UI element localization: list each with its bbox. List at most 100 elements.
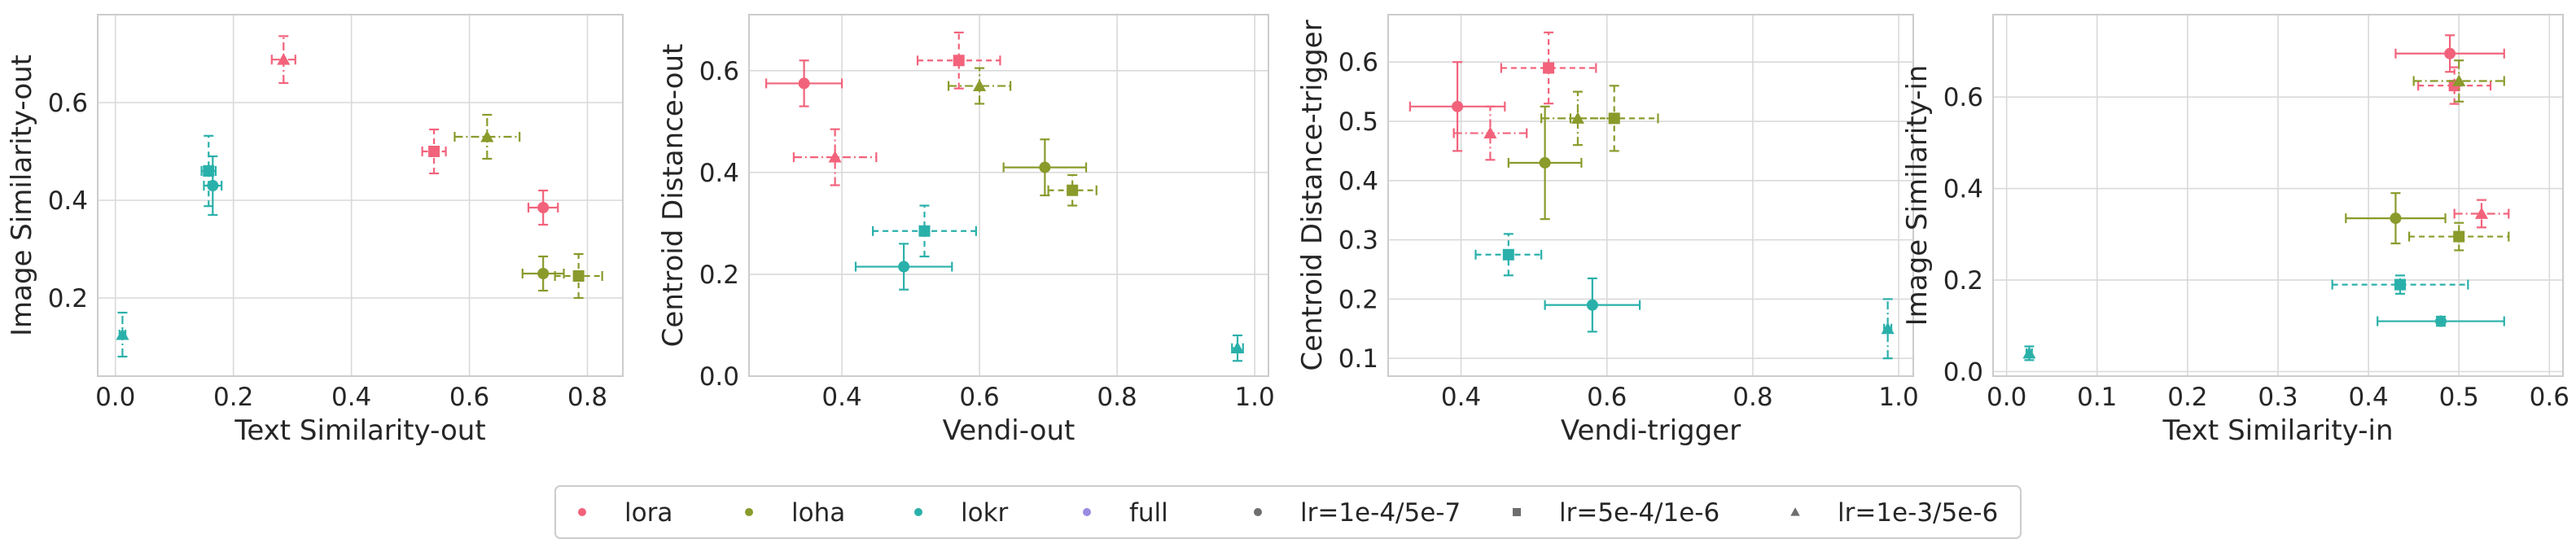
- y-tick-label: 0.6: [699, 57, 739, 86]
- x-axis-label: Text Similarity-out: [234, 414, 485, 447]
- y-tick-label: 0.2: [1943, 266, 1983, 296]
- y-tick-label: 0.6: [48, 89, 88, 118]
- data-marker: [1543, 62, 1555, 74]
- y-tick-label: 0.0: [699, 362, 739, 392]
- legend-marker: [1513, 508, 1521, 516]
- y-tick-label: 0.4: [1943, 175, 1983, 204]
- legend-box: [554, 485, 2022, 539]
- x-tick-label: 0.6: [449, 383, 489, 412]
- legend-label: loha: [791, 498, 845, 528]
- data-point-lokr-lr-1e-3-5e-6: [116, 311, 129, 358]
- legend-label: full: [1129, 498, 1168, 528]
- data-point-loha-lr-5e-4-1e-6: [2408, 221, 2510, 252]
- data-point-lora-lr-1e-3-5e-6: [1452, 105, 1528, 161]
- legend-marker: [1254, 508, 1262, 516]
- x-tick-label: 0.4: [2348, 383, 2388, 412]
- data-marker: [2452, 74, 2466, 86]
- legend-label: lr=5e-4/1e-6: [1559, 498, 1720, 528]
- data-marker: [2022, 346, 2036, 359]
- y-tick-label: 0.6: [1338, 48, 1378, 77]
- data-point-lora-lr-1e-4-5e-7: [765, 59, 843, 107]
- plot-frame: [748, 14, 1269, 377]
- legend-item-lora: lora: [578, 498, 672, 528]
- data-marker: [918, 225, 931, 237]
- data-point-loha-lr-1e-3-5e-6: [1540, 90, 1615, 147]
- data-marker: [1452, 100, 1464, 112]
- data-marker: [1483, 126, 1497, 139]
- x-tick-label: 0.8: [567, 383, 607, 412]
- legend-marker: [745, 508, 753, 516]
- data-point-lora-lr-1e-4-5e-7: [2394, 34, 2505, 73]
- legend: lora loha lokr full lr=1e-4/5e-7 lr=5e-4/1e-6…: [554, 485, 2022, 539]
- legend-marker: [1083, 508, 1091, 516]
- y-tick-label: 0.2: [1338, 285, 1378, 314]
- y-axis-label: Centroid Distance-out: [657, 44, 690, 348]
- legend-marker: [914, 508, 922, 516]
- data-point-lokr-lr-1e-4-5e-7: [854, 243, 953, 291]
- data-marker: [277, 53, 291, 65]
- legend-item-lr-1e-3-5e-6: lr=1e-3/5e-6: [1790, 498, 1998, 528]
- data-marker: [1881, 322, 1895, 335]
- legend-label: lr=1e-3/5e-6: [1838, 498, 1998, 528]
- data-marker: [898, 261, 910, 273]
- y-tick-label: 0.4: [1338, 167, 1378, 196]
- y-tick-label: 0.0: [1943, 357, 1983, 387]
- x-tick-label: 0.4: [821, 383, 861, 412]
- data-marker: [2435, 315, 2447, 327]
- legend-label: lokr: [961, 498, 1009, 528]
- data-marker: [1539, 156, 1551, 169]
- y-tick-label: 0.5: [1338, 107, 1378, 137]
- data-point-loha-lr-5e-4-1e-6: [554, 252, 603, 300]
- legend-label: lora: [624, 498, 672, 528]
- y-tick-label: 0.2: [48, 284, 88, 313]
- plot-frame: [1387, 14, 1914, 377]
- x-tick-label: 0.6: [959, 383, 999, 412]
- data-marker: [798, 77, 810, 90]
- x-tick-label: 0.2: [213, 383, 253, 412]
- data-point-lokr-lr-5e-4-1e-6: [1474, 233, 1543, 277]
- subplot-2: 0.4 0.6 0.8 1.00.00.20.40.6Vendi-outCentroi…: [657, 14, 1275, 447]
- data-marker: [2444, 47, 2456, 59]
- data-point-lokr-lr-5e-4-1e-6: [2331, 274, 2469, 295]
- data-point-loha-lr-1e-4-5e-7: [1507, 105, 1583, 221]
- data-point-loha-lr-1e-3-5e-6: [947, 67, 1012, 105]
- x-tick-label: 0.2: [2167, 383, 2207, 412]
- data-marker: [828, 151, 842, 163]
- data-point-loha-lr-1e-3-5e-6: [2412, 59, 2505, 103]
- data-point-lora-lr-1e-3-5e-6: [2453, 199, 2510, 229]
- y-tick-label: 0.2: [699, 261, 739, 290]
- data-point-loha-lr-1e-4-5e-7: [2345, 192, 2447, 245]
- data-marker: [1586, 299, 1598, 311]
- data-marker: [953, 55, 965, 67]
- data-marker: [1039, 161, 1051, 173]
- data-point-lokr-lr-1e-4-5e-7: [1544, 277, 1641, 333]
- data-point-lokr-lr-1e-3-5e-6: [1230, 334, 1245, 362]
- legend-label: lr=1e-4/5e-7: [1300, 498, 1461, 528]
- data-point-lora-lr-1e-3-5e-6: [792, 128, 878, 186]
- data-marker: [116, 327, 129, 340]
- data-point-lokr-lr-1e-3-5e-6: [2022, 345, 2036, 361]
- data-point-loha-lr-1e-3-5e-6: [453, 113, 521, 160]
- data-point-lokr-lr-5e-4-1e-6: [200, 134, 217, 208]
- subplot-3: 0.4 0.6 0.8 1.00.10.20.30.40.50.6Vendi-trig…: [1296, 14, 1919, 447]
- data-marker: [207, 180, 219, 191]
- legend-item-lokr: lokr: [914, 498, 1009, 528]
- data-marker: [2453, 230, 2465, 243]
- data-marker: [1230, 341, 1245, 354]
- y-tick-label: 0.4: [48, 186, 88, 216]
- data-marker: [537, 268, 550, 279]
- x-tick-label: 0.0: [95, 383, 135, 412]
- y-tick-label: 0.6: [1943, 83, 1983, 112]
- x-tick-label: 1.0: [1234, 383, 1274, 412]
- data-point-lora-lr-5e-4-1e-6: [916, 31, 1001, 90]
- data-marker: [2474, 207, 2489, 219]
- x-tick-label: 0.6: [1587, 383, 1627, 412]
- x-tick-label: 1.0: [1878, 383, 1918, 412]
- x-axis-label: Vendi-out: [943, 414, 1076, 447]
- data-marker: [1571, 112, 1584, 124]
- plot-frame: [1992, 14, 2564, 377]
- legend-marker: [1790, 507, 1800, 516]
- x-tick-label: 0.6: [2530, 383, 2569, 412]
